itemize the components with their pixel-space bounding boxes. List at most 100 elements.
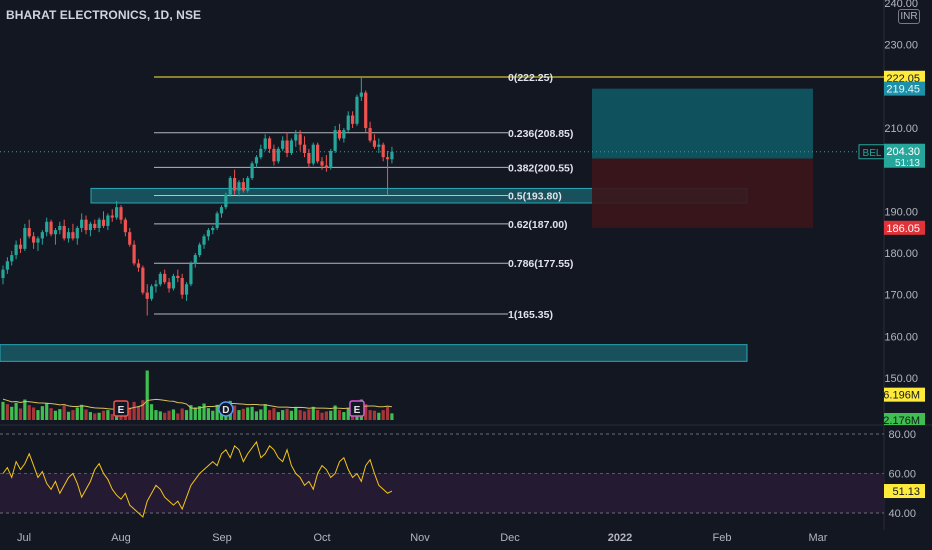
currency-badge[interactable]: INR (898, 9, 920, 24)
volume-bar (329, 410, 333, 420)
volume-bar (80, 404, 84, 420)
volume-bar (193, 407, 197, 420)
candle-body (45, 221, 49, 233)
candle-body (337, 130, 342, 139)
candle-body (372, 140, 377, 147)
candle-body (31, 236, 36, 243)
volume-bar (128, 407, 132, 420)
candle-body (97, 219, 101, 228)
price-label: 186.05 (886, 223, 920, 235)
candle-body (198, 244, 202, 256)
candle-body (202, 236, 206, 245)
candle-body (377, 144, 381, 147)
volume-bar (285, 408, 289, 420)
candle-body (53, 230, 58, 235)
candle-body (302, 144, 307, 153)
volume-bar (324, 411, 328, 420)
volume-bar (66, 411, 71, 420)
candle-body (36, 238, 40, 243)
candle-body (390, 151, 394, 160)
time-axis-label: Jul (17, 532, 31, 544)
candle-body (329, 150, 333, 168)
candle-body (128, 232, 132, 245)
volume-bar (71, 410, 75, 420)
volume-bar (333, 405, 337, 420)
candle-body (66, 232, 71, 239)
volume-prev-box (884, 413, 925, 425)
candle-body (364, 92, 368, 128)
volume-bar (281, 410, 285, 420)
volume-bar (97, 412, 101, 420)
candle-body (263, 138, 267, 149)
volume-bar (246, 407, 250, 420)
price-tick-label: 150.00 (884, 373, 918, 385)
volume-bar (49, 408, 53, 420)
candle-body (333, 130, 337, 151)
volume-bar (176, 413, 180, 420)
volume-bar (145, 370, 149, 420)
volume-bar (14, 402, 18, 420)
fib-level-label: 0.5(193.80) (508, 191, 562, 203)
candle-body (281, 140, 285, 149)
time-axis-label: Nov (410, 532, 430, 544)
price-label-box (884, 70, 925, 85)
volume-bar (289, 410, 294, 420)
candle-body (233, 178, 237, 191)
candle-body (5, 261, 9, 270)
volume-bar (368, 410, 372, 420)
earnings-marker (349, 400, 365, 417)
volume-bar (385, 406, 390, 420)
candle-body (285, 140, 289, 153)
volume-bar (53, 410, 58, 420)
candle-body (1, 269, 5, 278)
event-letter: E (354, 405, 361, 416)
candle-body (381, 144, 385, 158)
candle-body (141, 267, 145, 293)
candle-body (88, 223, 92, 231)
volume-bar (198, 406, 202, 420)
volume-bar (250, 406, 254, 420)
volume-bar (154, 410, 158, 420)
volume-bar (167, 410, 171, 420)
symbol-label: BEL (863, 148, 882, 159)
price-tick-label: 180.00 (884, 248, 918, 260)
candle-body (101, 219, 106, 226)
countdown: 51:13 (895, 158, 920, 169)
volume-bar (342, 412, 346, 420)
candle-body (145, 292, 149, 299)
price-tick-label: 160.00 (884, 331, 918, 343)
rsi-band (0, 473, 884, 513)
volume-bar (189, 405, 193, 420)
volume-bar (364, 404, 368, 420)
candle-body (123, 219, 127, 233)
volume-bar (27, 405, 31, 420)
volume-bar (31, 407, 36, 420)
candle-body (359, 92, 363, 97)
volume-bar (171, 409, 176, 420)
volume-bar (311, 406, 315, 420)
demand-zone-lower (0, 344, 748, 362)
volume-bar (272, 408, 276, 420)
candle-body (342, 130, 346, 139)
volume-bar (337, 410, 342, 420)
candle-body (250, 163, 254, 178)
candle-body (110, 215, 114, 218)
candle-body (294, 134, 298, 141)
candle-body (316, 144, 320, 162)
volume-bar (390, 413, 394, 420)
volume-bar (62, 405, 66, 420)
time-axis-label: Oct (313, 532, 330, 544)
candle-body (237, 182, 241, 191)
volume-bar (40, 406, 44, 420)
candle-body (49, 221, 53, 235)
volume-bar (241, 408, 245, 420)
volume-ma-line (2, 398, 392, 410)
volume-bar (307, 409, 311, 420)
candle-body (136, 263, 141, 268)
candle-body (14, 244, 18, 256)
volume-bar (58, 409, 62, 420)
volume-bar (316, 410, 320, 420)
candle-body (58, 225, 62, 231)
time-axis-label: Mar (809, 532, 828, 544)
